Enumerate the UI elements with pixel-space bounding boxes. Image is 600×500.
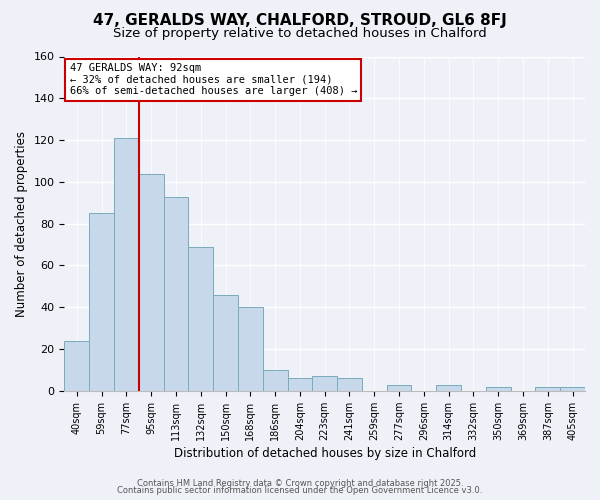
- Bar: [164, 196, 188, 391]
- X-axis label: Distribution of detached houses by size in Chalford: Distribution of detached houses by size …: [173, 447, 476, 460]
- Bar: [263, 370, 287, 391]
- Bar: [64, 340, 89, 391]
- Text: Size of property relative to detached houses in Chalford: Size of property relative to detached ho…: [113, 28, 487, 40]
- Bar: [560, 386, 585, 391]
- Bar: [213, 294, 238, 391]
- Y-axis label: Number of detached properties: Number of detached properties: [15, 130, 28, 316]
- Bar: [436, 384, 461, 391]
- Text: 47, GERALDS WAY, CHALFORD, STROUD, GL6 8FJ: 47, GERALDS WAY, CHALFORD, STROUD, GL6 8…: [93, 12, 507, 28]
- Bar: [337, 378, 362, 391]
- Bar: [188, 246, 213, 391]
- Bar: [386, 384, 412, 391]
- Bar: [238, 307, 263, 391]
- Bar: [89, 213, 114, 391]
- Bar: [287, 378, 313, 391]
- Bar: [139, 174, 164, 391]
- Text: 47 GERALDS WAY: 92sqm
← 32% of detached houses are smaller (194)
66% of semi-det: 47 GERALDS WAY: 92sqm ← 32% of detached …: [70, 63, 357, 96]
- Bar: [114, 138, 139, 391]
- Bar: [486, 386, 511, 391]
- Bar: [313, 376, 337, 391]
- Text: Contains HM Land Registry data © Crown copyright and database right 2025.: Contains HM Land Registry data © Crown c…: [137, 478, 463, 488]
- Bar: [535, 386, 560, 391]
- Text: Contains public sector information licensed under the Open Government Licence v3: Contains public sector information licen…: [118, 486, 482, 495]
